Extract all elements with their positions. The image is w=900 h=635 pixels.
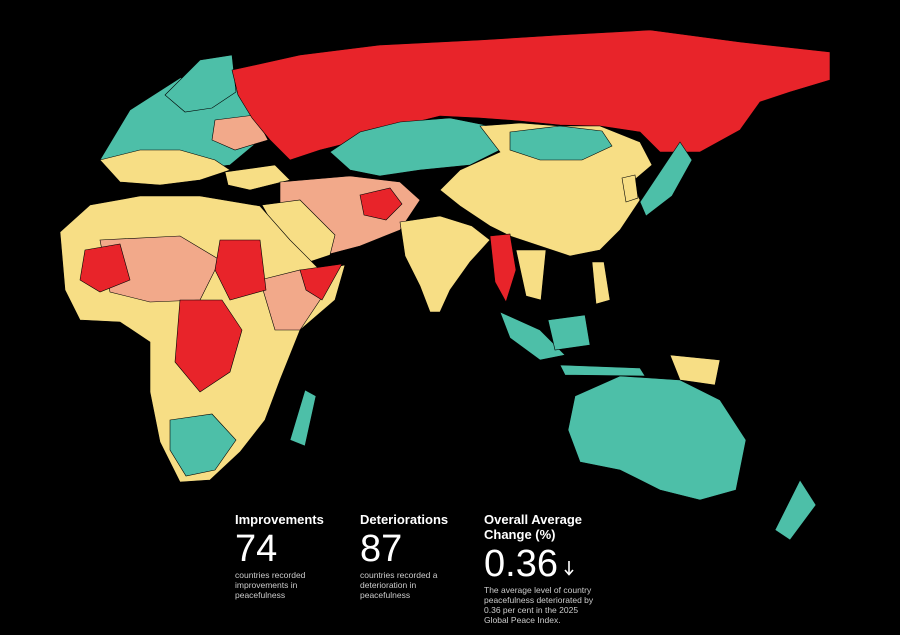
stat: Deteriorations 87 countries recorded a d…: [360, 512, 480, 600]
png: [669, 354, 721, 386]
stat-value: 74: [235, 529, 355, 569]
indochina: [515, 249, 547, 301]
southern-africa: [169, 413, 237, 477]
myanmar: [489, 233, 517, 303]
turkey: [224, 164, 291, 191]
mali: [79, 243, 131, 293]
indonesia-west: [499, 311, 566, 361]
stat: Improvements 74 countries recorded impro…: [235, 512, 355, 600]
australia: [567, 375, 747, 501]
down-arrow: [564, 561, 574, 576]
korea: [621, 174, 639, 203]
afghanistan: [359, 187, 403, 221]
stat-number: 87: [360, 528, 403, 570]
stat-number: 74: [235, 528, 278, 570]
central-africa: [174, 299, 243, 393]
stat-description: countries recorded improvements in peace…: [235, 570, 306, 600]
stat-title: Improvements: [235, 512, 324, 527]
stat-title: Deteriorations: [360, 512, 449, 527]
ukraine: [211, 114, 269, 151]
china: [439, 122, 653, 257]
stat: Overall Average Change (%) 0.36 The aver…: [484, 512, 604, 625]
stat-number: 0.36: [484, 543, 558, 585]
madagascar: [289, 389, 317, 447]
japan: [639, 141, 693, 217]
stat-description: The average level of country peacefulnes…: [484, 585, 594, 625]
europe-south: [99, 149, 231, 186]
mongolia: [509, 125, 613, 161]
new-zealand: [774, 479, 817, 541]
philippines: [591, 261, 611, 305]
sudan: [214, 239, 267, 301]
india: [399, 215, 491, 313]
indonesia-central: [547, 314, 591, 351]
scandinavia: [164, 54, 237, 113]
stat-value: 87: [360, 529, 480, 569]
stat-title: Overall Average Change (%): [484, 512, 583, 542]
indonesia-east: [559, 364, 646, 377]
somalia: [299, 263, 343, 301]
stat-value: 0.36: [484, 544, 604, 584]
stat-description: countries recorded a deterioration in pe…: [360, 570, 438, 600]
